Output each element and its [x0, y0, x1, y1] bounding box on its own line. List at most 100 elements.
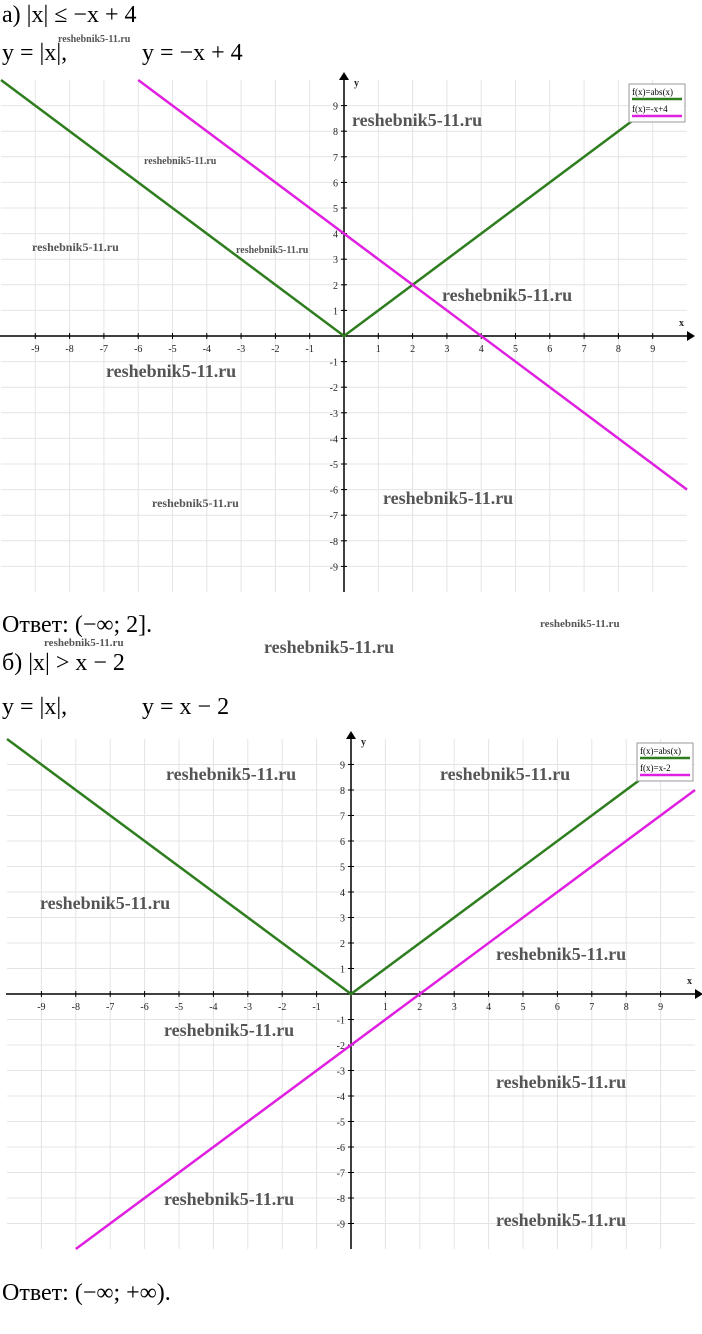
watermark: reshebnik5-11.ru [442, 285, 572, 305]
y-tick-label: 5 [333, 204, 338, 215]
y-tick-label: -6 [337, 1143, 345, 1154]
x-tick-label: 3 [444, 344, 449, 355]
y-tick-label: 3 [340, 914, 345, 925]
function: y = x − 2 [142, 694, 229, 720]
statement: б) |x| > x − 2 [2, 650, 125, 676]
y-tick-label: -3 [337, 1067, 345, 1078]
watermark: reshebnik5-11.ru [352, 110, 482, 130]
y-tick-label: -8 [330, 537, 338, 548]
y-tick-label: -5 [337, 1118, 345, 1129]
data-line [0, 78, 637, 338]
legend-label: f(x)=abs(x) [632, 87, 673, 97]
x-tick-label: 7 [582, 344, 587, 355]
y-tick-label: -1 [337, 1016, 345, 1027]
x-tick-label: -9 [37, 1002, 45, 1013]
y-tick-label: 7 [340, 812, 345, 823]
watermark: reshebnik5-11.ru [164, 1189, 294, 1209]
x-tick-label: -8 [65, 344, 73, 355]
y-tick-label: -6 [330, 486, 338, 497]
data-line [75, 788, 696, 1251]
x-tick-label: 3 [452, 1002, 457, 1013]
function: y = |x|, [2, 694, 67, 720]
x-tick-label: 6 [555, 1002, 560, 1013]
x-tick-label: 4 [479, 344, 484, 355]
x-tick-label: -5 [175, 1002, 183, 1013]
x-axis-label: x [687, 976, 692, 987]
x-tick-label: 8 [616, 344, 621, 355]
watermark: reshebnik5-11.ru [383, 488, 513, 508]
y-tick-label: 6 [333, 178, 338, 189]
y-tick-label: 1 [340, 965, 345, 976]
answer: Ответ: (−∞; +∞). [2, 1280, 171, 1306]
function: y = |x|, [2, 40, 67, 66]
x-tick-label: -1 [306, 344, 314, 355]
watermark: reshebnik5-11.ru [440, 764, 570, 784]
x-tick-label: 5 [513, 344, 518, 355]
data-line [6, 737, 645, 996]
x-tick-label: 8 [624, 1002, 629, 1013]
watermark: reshebnik5-11.ru [106, 361, 236, 381]
x-tick-label: 7 [589, 1002, 594, 1013]
x-tick-label: -2 [271, 344, 279, 355]
x-axis-label: x [679, 318, 684, 329]
watermark: reshebnik5-11.ru [166, 764, 296, 784]
watermark: reshebnik5-11.ru [144, 156, 217, 167]
y-tick-label: 4 [333, 230, 338, 241]
y-tick-label: 3 [333, 255, 338, 266]
y-tick-label: -7 [330, 511, 338, 522]
y-tick-label: -9 [330, 562, 338, 573]
watermark: reshebnik5-11.ru [540, 618, 620, 630]
watermark: reshebnik5-11.ru [58, 34, 131, 45]
y-tick-label: -5 [330, 460, 338, 471]
x-tick-label: -3 [237, 344, 245, 355]
watermark: reshebnik5-11.ru [44, 637, 124, 649]
watermark: reshebnik5-11.ru [32, 240, 119, 254]
y-tick-label: 9 [340, 761, 345, 772]
x-axis-arrow [695, 989, 702, 999]
x-tick-label: -6 [140, 1002, 148, 1013]
x-tick-label: 9 [658, 1002, 663, 1013]
legend-label: f(x)=abs(x) [640, 746, 681, 756]
x-tick-label: -8 [72, 1002, 80, 1013]
y-tick-label: 2 [333, 281, 338, 292]
y-tick-label: 7 [333, 153, 338, 164]
x-tick-label: 1 [383, 1002, 388, 1013]
y-tick-label: -3 [330, 409, 338, 420]
y-tick-label: -2 [330, 383, 338, 394]
y-axis-label: y [361, 737, 366, 748]
legend-label: f(x)=x-2 [640, 763, 671, 773]
x-tick-label: -3 [244, 1002, 252, 1013]
chart: -9 -8 -7 -6 -5 -4 -3 -2 -1 1 2 3 4 5 6 7 8 9 -9 -8 -7 -6 -5 -4 -… [6, 731, 702, 1251]
y-tick-label: -9 [337, 1220, 345, 1231]
answer: Ответ: (−∞; 2]. [2, 612, 152, 638]
watermark: reshebnik5-11.ru [496, 1072, 626, 1092]
x-tick-label: -5 [168, 344, 176, 355]
watermark: reshebnik5-11.ru [164, 1020, 294, 1040]
y-axis-arrow [339, 72, 349, 80]
x-tick-label: 5 [521, 1002, 526, 1013]
statement: а) |x| ≤ −x + 4 [2, 2, 137, 28]
x-tick-label: -6 [134, 344, 142, 355]
x-tick-label: -4 [203, 344, 211, 355]
x-tick-label: 1 [376, 344, 381, 355]
y-tick-label: -2 [337, 1041, 345, 1052]
x-tick-label: -4 [209, 1002, 217, 1013]
y-tick-label: 8 [340, 786, 345, 797]
chart: -9 -8 -7 -6 -5 -4 -3 -2 -1 1 2 3 4 5 6 7 8 9 -9 -8 -7 -6 -5 -4 -… [0, 72, 695, 592]
y-axis-label: y [354, 78, 359, 89]
x-tick-label: -1 [312, 1002, 320, 1013]
y-tick-label: -7 [337, 1169, 345, 1180]
watermark: reshebnik5-11.ru [40, 893, 170, 913]
y-tick-label: 2 [340, 939, 345, 950]
x-tick-label: 4 [486, 1002, 491, 1013]
y-tick-label: 1 [333, 306, 338, 317]
watermark: reshebnik5-11.ru [496, 1210, 626, 1230]
y-tick-label: -8 [337, 1194, 345, 1205]
watermark: reshebnik5-11.ru [236, 245, 309, 256]
watermark: reshebnik5-11.ru [264, 637, 394, 657]
y-tick-label: 8 [333, 127, 338, 138]
y-tick-label: 9 [333, 102, 338, 113]
x-tick-label: -2 [278, 1002, 286, 1013]
watermark: reshebnik5-11.ru [496, 944, 626, 964]
x-tick-label: 9 [650, 344, 655, 355]
